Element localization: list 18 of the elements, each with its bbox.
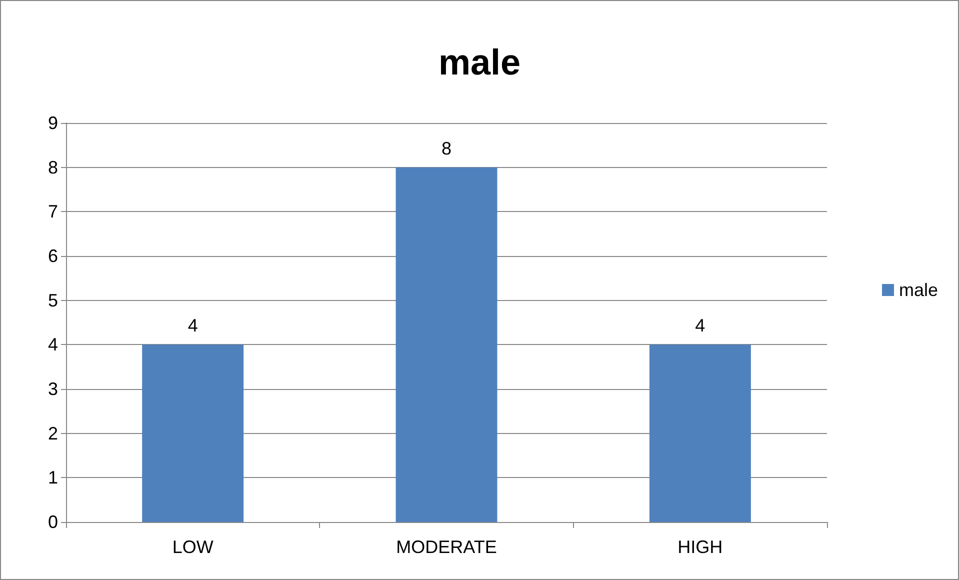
y-tick-label: 3 <box>48 379 58 399</box>
y-tick-label: 8 <box>48 157 58 178</box>
y-tick-label: 4 <box>48 334 58 355</box>
y-tick-label: 9 <box>48 113 58 133</box>
data-label: 4 <box>188 316 198 336</box>
y-tick-label: 6 <box>48 246 58 266</box>
y-tick-label: 7 <box>48 202 58 222</box>
y-tick-label: 5 <box>48 290 58 310</box>
y-tick-label: 2 <box>48 423 58 444</box>
data-label: 4 <box>695 316 706 336</box>
data-label: 8 <box>441 138 452 158</box>
y-tick-label: 1 <box>48 468 58 488</box>
chart-title: male <box>438 42 521 82</box>
x-tick-label: LOW <box>172 537 214 557</box>
y-tick-label: 0 <box>48 512 58 532</box>
x-tick-label: MODERATE <box>396 537 497 557</box>
legend-label: male <box>898 280 938 300</box>
x-tick-label: HIGH <box>678 537 723 557</box>
